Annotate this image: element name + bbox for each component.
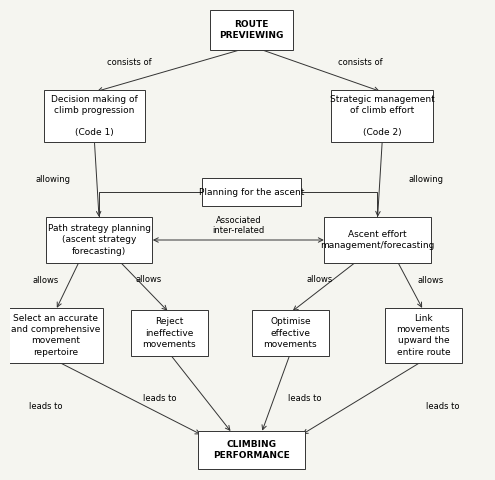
Text: allows: allows	[418, 276, 444, 285]
FancyBboxPatch shape	[131, 311, 208, 356]
Text: Optimise
effective
movements: Optimise effective movements	[263, 317, 317, 348]
FancyBboxPatch shape	[8, 308, 103, 363]
Text: leads to: leads to	[29, 402, 63, 411]
Text: Associated
inter-related: Associated inter-related	[212, 216, 264, 235]
Text: Select an accurate
and comprehensive
movement
repertoire: Select an accurate and comprehensive mov…	[11, 314, 100, 357]
FancyBboxPatch shape	[385, 308, 462, 363]
FancyBboxPatch shape	[202, 179, 301, 206]
Text: Link
movements
upward the
entire route: Link movements upward the entire route	[396, 314, 450, 357]
FancyBboxPatch shape	[324, 217, 431, 263]
Text: allows: allows	[306, 275, 333, 284]
FancyBboxPatch shape	[198, 431, 305, 469]
Text: consists of: consists of	[107, 59, 152, 67]
Text: consists of: consists of	[338, 59, 383, 67]
Text: ROUTE
PREVIEWING: ROUTE PREVIEWING	[219, 20, 284, 40]
Text: allows: allows	[33, 276, 59, 285]
FancyBboxPatch shape	[332, 90, 433, 142]
Text: leads to: leads to	[426, 402, 459, 411]
Text: Planning for the ascent: Planning for the ascent	[199, 188, 304, 197]
FancyBboxPatch shape	[44, 90, 145, 142]
Text: leads to: leads to	[288, 394, 322, 403]
Text: Decision making of
climb progression

(Code 1): Decision making of climb progression (Co…	[51, 95, 138, 137]
Text: allowing: allowing	[36, 175, 71, 184]
Text: leads to: leads to	[143, 394, 176, 403]
Text: Reject
ineffective
movements: Reject ineffective movements	[143, 317, 196, 348]
FancyBboxPatch shape	[210, 10, 293, 50]
Text: allows: allows	[136, 275, 162, 284]
Text: Path strategy planning
(ascent strategy
forecasting): Path strategy planning (ascent strategy …	[48, 224, 150, 255]
FancyBboxPatch shape	[251, 311, 329, 356]
FancyBboxPatch shape	[46, 217, 152, 263]
Text: CLIMBING
PERFORMANCE: CLIMBING PERFORMANCE	[213, 440, 290, 460]
Text: Strategic management
of climb effort

(Code 2): Strategic management of climb effort (Co…	[330, 95, 435, 137]
Text: allowing: allowing	[408, 175, 444, 184]
Text: Ascent effort
management/forecasting: Ascent effort management/forecasting	[320, 230, 435, 250]
